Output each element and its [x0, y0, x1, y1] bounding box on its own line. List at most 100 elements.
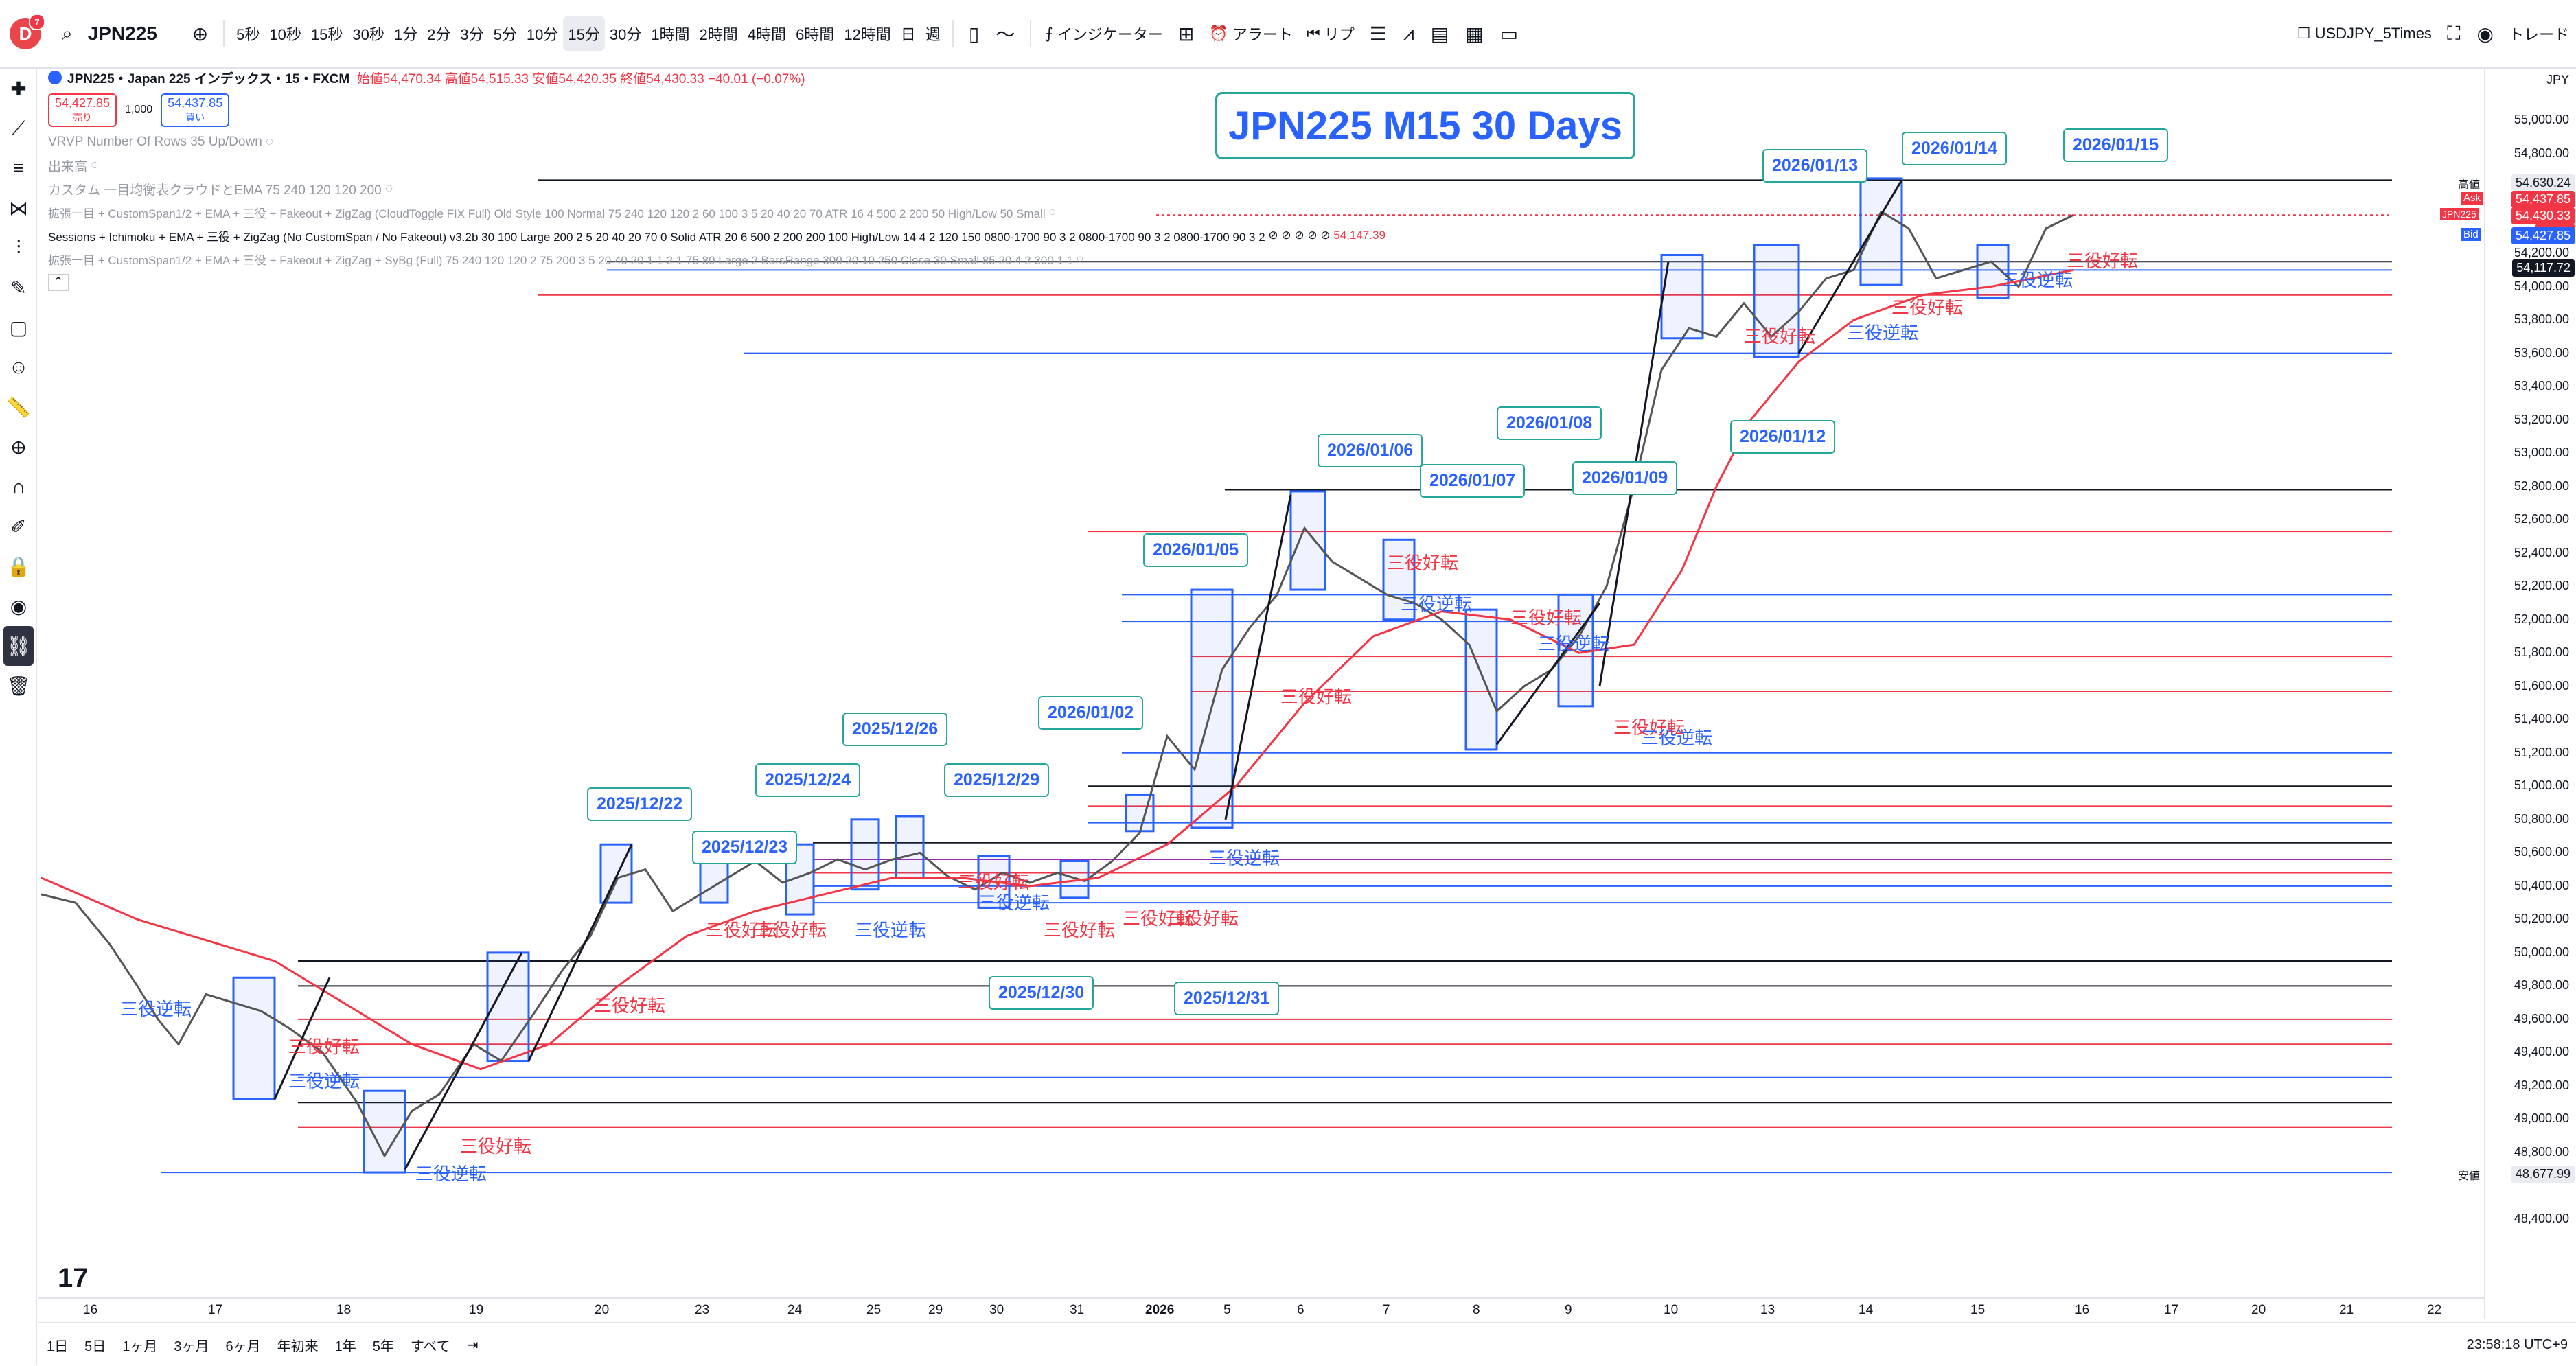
lock-icon[interactable]: 🔒: [6, 555, 31, 577]
axis-currency[interactable]: JPY: [2546, 73, 2569, 86]
interval-button[interactable]: 5秒: [236, 26, 260, 43]
stay-drawing-icon[interactable]: ✐: [10, 516, 27, 537]
trade-button[interactable]: トレード: [2508, 26, 2569, 43]
indicator-row[interactable]: 拡張一目 + CustomSpan1/2 + EMA + 三役 + Fakeou…: [48, 200, 1385, 224]
price-axis[interactable]: JPY 55,000.00 54,800.00 54,200.00 54,000.00…: [2440, 69, 2576, 1319]
eye-off-icon[interactable]: ◌: [266, 135, 274, 149]
price-chart[interactable]: [38, 69, 2484, 1319]
chart-title-box[interactable]: JPN225 M15 30 Days: [1215, 92, 1635, 159]
eye-off-icon[interactable]: ◌: [91, 158, 99, 172]
date-callout[interactable]: 2026/01/14: [1902, 132, 2008, 165]
interval-button[interactable]: 5分: [493, 26, 517, 43]
clock[interactable]: 23:58:18 UTC+9: [2466, 1336, 2568, 1352]
menu-icon[interactable]: ☰: [1369, 23, 1387, 45]
date-callout[interactable]: 2026/01/13: [1762, 149, 1868, 183]
date-callout[interactable]: 2026/01/08: [1497, 406, 1602, 440]
date-callout[interactable]: 2026/01/06: [1318, 434, 1423, 467]
interval-button[interactable]: 6時間: [796, 26, 835, 43]
interval-button[interactable]: 30分: [609, 26, 642, 43]
replay-button[interactable]: ⏮ リプ: [1300, 16, 1361, 51]
range-button[interactable]: すべて: [410, 1339, 450, 1354]
date-callout[interactable]: 2025/12/23: [692, 831, 798, 864]
indicators-button[interactable]: ⨍ インジケーター: [1038, 16, 1170, 51]
symbol-search[interactable]: ⌕ JPN225: [54, 13, 184, 54]
indicator-row[interactable]: VRVP Number Of Rows 35 Up/Down ◌: [48, 130, 1385, 154]
layout-selector[interactable]: ☐ USDJPY_5Times: [2290, 16, 2439, 51]
eye-icon[interactable]: ◉: [10, 595, 27, 617]
interval-button[interactable]: 2分: [427, 26, 451, 43]
forecast-icon[interactable]: ⫶: [16, 236, 21, 258]
date-callout[interactable]: 2026/01/09: [1572, 461, 1678, 495]
emoji-icon[interactable]: ☺: [8, 356, 29, 378]
interval-button[interactable]: 4時間: [747, 26, 787, 43]
eye-off-icon[interactable]: ◌: [1076, 252, 1084, 265]
range-button[interactable]: 年初来: [277, 1339, 319, 1354]
interval-button[interactable]: 2時間: [699, 26, 738, 43]
interval-button[interactable]: 15分: [563, 16, 605, 51]
date-callout[interactable]: 2026/01/12: [1730, 420, 1836, 454]
date-callout[interactable]: 2026/01/07: [1420, 464, 1526, 498]
table-icon[interactable]: ▦: [1465, 23, 1484, 45]
interval-button[interactable]: 10分: [526, 26, 559, 43]
date-callout[interactable]: 2025/12/29: [944, 763, 1050, 797]
date-callout[interactable]: 2025/12/24: [755, 763, 861, 797]
fib-icon[interactable]: ≡: [12, 157, 25, 178]
alert-button[interactable]: ⏰ アラート: [1202, 16, 1300, 51]
candles-icon[interactable]: ▯: [968, 23, 980, 45]
screener-icon[interactable]: ▤: [1430, 23, 1449, 45]
trendline-icon[interactable]: ⟋: [12, 117, 25, 139]
indicator-row[interactable]: 出来高 ◌: [48, 154, 1385, 177]
chat-icon[interactable]: ▭: [1499, 23, 1519, 45]
range-button[interactable]: 1ヶ月: [122, 1339, 158, 1354]
date-callout[interactable]: 2026/01/02: [1038, 696, 1144, 730]
ruler-icon[interactable]: 📏: [6, 396, 31, 418]
tradingview-logo[interactable]: 17: [58, 1263, 89, 1293]
interval-button[interactable]: 12時間: [844, 26, 891, 43]
eye-off-icon[interactable]: ◌: [1048, 205, 1056, 218]
interval-button[interactable]: 週: [925, 26, 941, 43]
eye-off-icon[interactable]: ⊘ ⊘ ⊘ ⊘ ⊘: [1268, 229, 1334, 242]
interval-button[interactable]: 3分: [460, 26, 484, 43]
time-axis[interactable]: 16 17 18 19 20 23 24 25 29 30 31 2026 5 6 7 8 9 10 13 14 15 1…: [38, 1297, 2484, 1323]
date-callout[interactable]: 2025/12/31: [1174, 982, 1280, 1015]
brush-icon[interactable]: ✎: [10, 277, 27, 299]
date-callout[interactable]: 2025/12/30: [989, 976, 1094, 1010]
indicator-row[interactable]: カスタム 一目均衡表クラウドとEMA 75 240 120 120 200 ◌: [48, 177, 1385, 200]
date-callout[interactable]: 2026/01/15: [2063, 128, 2169, 162]
indicator-row[interactable]: 拡張一目 + CustomSpan1/2 + EMA + 三役 + Fakeou…: [48, 247, 1385, 270]
sell-button[interactable]: 54,427.85 売り: [48, 93, 117, 127]
eye-off-icon[interactable]: ◌: [385, 181, 393, 196]
templates-icon[interactable]: ⊞: [1177, 23, 1195, 45]
legend-title[interactable]: JPN225・Japan 225 インデックス・15・FXCM: [67, 71, 350, 86]
buy-button[interactable]: 54,437.85 買い: [161, 93, 230, 127]
range-button[interactable]: 1日: [47, 1339, 69, 1354]
interval-button[interactable]: 日: [900, 26, 916, 43]
crosshair-icon[interactable]: ✚: [10, 78, 27, 100]
range-button[interactable]: 6ヶ月: [225, 1339, 261, 1354]
range-button[interactable]: 5日: [84, 1339, 106, 1354]
date-callout[interactable]: 2025/12/26: [842, 713, 948, 746]
goto-date-icon[interactable]: ⇥: [466, 1337, 479, 1353]
range-button[interactable]: 5年: [372, 1339, 394, 1354]
collapse-legend[interactable]: ⌃: [48, 270, 1385, 294]
fullscreen-icon[interactable]: ⛶: [2446, 22, 2461, 44]
link-icon[interactable]: ⛓: [3, 626, 34, 666]
range-button[interactable]: 3ヶ月: [174, 1339, 209, 1354]
interval-button[interactable]: 15秒: [310, 26, 343, 43]
date-callout[interactable]: 2025/12/22: [587, 787, 693, 821]
compare-icon[interactable]: ⊕: [192, 23, 209, 45]
camera-icon[interactable]: ◉: [2476, 23, 2494, 45]
range-button[interactable]: 1年: [334, 1339, 356, 1354]
interval-button[interactable]: 30秒: [352, 26, 384, 43]
chart-type-icon[interactable]: ⩘: [1403, 22, 1414, 44]
date-callout[interactable]: 2026/01/05: [1143, 533, 1249, 567]
pattern-icon[interactable]: ⋈: [9, 197, 28, 219]
interval-button[interactable]: 10秒: [269, 26, 301, 43]
magnet-icon[interactable]: ∩: [11, 476, 26, 497]
trash-icon[interactable]: 🗑: [6, 675, 31, 697]
line-style-icon[interactable]: 〜: [996, 24, 1015, 45]
text-icon[interactable]: ▢: [9, 316, 28, 338]
indicator-row[interactable]: Sessions + Ichimoku + EMA + 三役 + ZigZag …: [48, 224, 1385, 247]
user-avatar[interactable]: D 7: [10, 14, 45, 49]
interval-button[interactable]: 1時間: [651, 26, 690, 43]
